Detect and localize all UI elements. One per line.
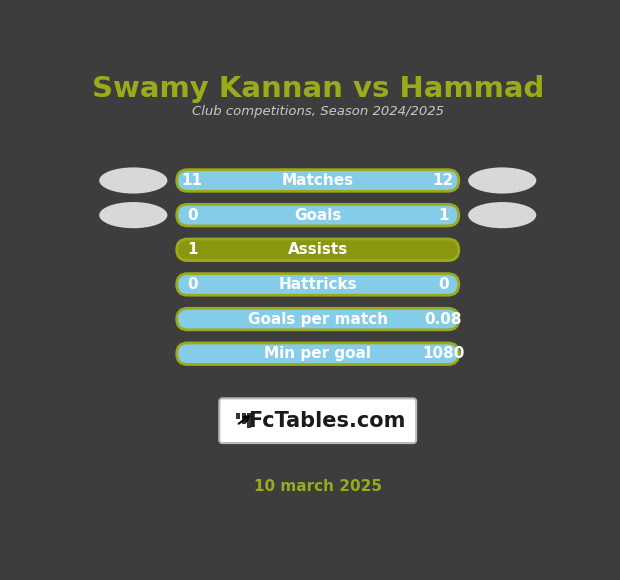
Text: 1: 1 xyxy=(438,208,448,223)
Bar xyxy=(236,413,241,419)
FancyBboxPatch shape xyxy=(177,239,459,260)
Bar xyxy=(242,413,246,424)
Text: Club competitions, Season 2024/2025: Club competitions, Season 2024/2025 xyxy=(192,106,444,118)
Text: Min per goal: Min per goal xyxy=(264,346,371,361)
Bar xyxy=(247,413,251,429)
FancyBboxPatch shape xyxy=(219,398,416,443)
FancyBboxPatch shape xyxy=(177,343,459,364)
FancyBboxPatch shape xyxy=(177,274,459,295)
Text: 12: 12 xyxy=(433,173,454,188)
Text: Matches: Matches xyxy=(281,173,354,188)
Ellipse shape xyxy=(99,168,167,194)
Ellipse shape xyxy=(468,168,536,194)
Text: Hattricks: Hattricks xyxy=(278,277,357,292)
Text: 10 march 2025: 10 march 2025 xyxy=(254,480,382,494)
FancyBboxPatch shape xyxy=(177,309,459,330)
Text: 1: 1 xyxy=(187,242,197,258)
Text: 0: 0 xyxy=(187,277,198,292)
Text: Swamy Kannan vs Hammad: Swamy Kannan vs Hammad xyxy=(92,75,544,103)
FancyBboxPatch shape xyxy=(177,170,459,191)
Text: 11: 11 xyxy=(182,173,203,188)
FancyBboxPatch shape xyxy=(177,204,459,226)
FancyBboxPatch shape xyxy=(177,274,459,295)
Text: 0: 0 xyxy=(187,208,198,223)
FancyBboxPatch shape xyxy=(177,309,459,330)
FancyBboxPatch shape xyxy=(177,204,459,226)
Ellipse shape xyxy=(468,202,536,228)
Text: Assists: Assists xyxy=(288,242,348,258)
Text: 0.08: 0.08 xyxy=(425,311,462,327)
Text: Goals per match: Goals per match xyxy=(247,311,388,327)
Text: Goals: Goals xyxy=(294,208,342,223)
FancyBboxPatch shape xyxy=(177,170,459,191)
Text: 0: 0 xyxy=(438,277,449,292)
Text: FcTables.com: FcTables.com xyxy=(249,411,405,431)
Text: 1080: 1080 xyxy=(422,346,464,361)
FancyBboxPatch shape xyxy=(177,343,459,364)
Ellipse shape xyxy=(99,202,167,228)
